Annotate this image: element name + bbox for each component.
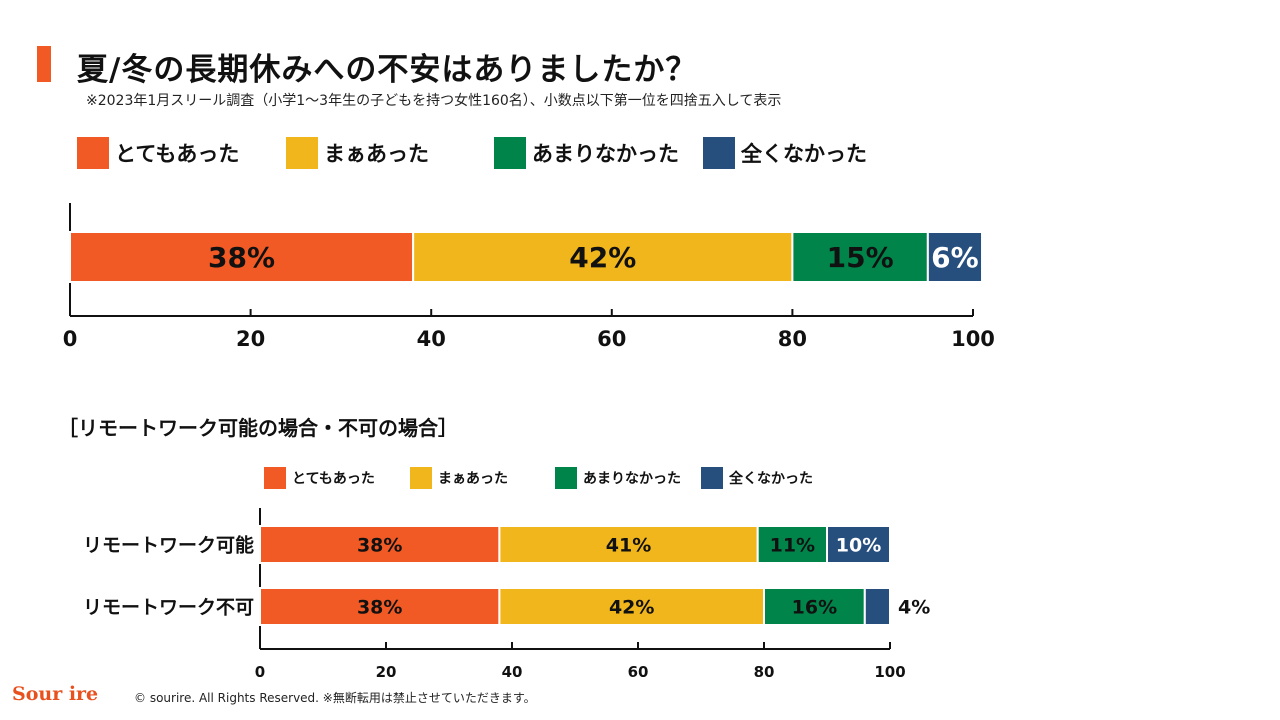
x-tick-label: 60: [628, 663, 649, 681]
legend-label: まぁあった: [438, 471, 508, 487]
survey-note: ※2023年1月スリール調査（小学1〜3年生の子どもを持つ女性160名）、小数点…: [86, 93, 782, 109]
data-label: 16%: [792, 597, 837, 619]
bar-segment: [259, 587, 501, 626]
legend-swatch: [703, 137, 735, 169]
data-label: 38%: [357, 535, 402, 557]
legend-label: とてもあった: [292, 471, 375, 487]
data-label: 11%: [770, 535, 815, 557]
legend-swatch: [286, 137, 318, 169]
data-label: 4%: [898, 597, 930, 619]
legend-swatch: [555, 467, 577, 489]
legend-swatch: [494, 137, 526, 169]
x-tick-label: 100: [874, 663, 905, 681]
data-label: 6%: [931, 241, 979, 274]
data-label: 38%: [208, 241, 275, 274]
bar-segment: [498, 587, 765, 626]
legend-label: とてもあった: [115, 142, 240, 166]
bar-segment: [756, 525, 829, 564]
data-label: 41%: [606, 535, 651, 557]
legend-item-none: 全くなかった: [703, 137, 867, 169]
legend-swatch: [410, 467, 432, 489]
legend-item-very: とてもあった: [77, 137, 239, 169]
legend-label: 全くなかった: [729, 471, 813, 487]
bar-segment: [863, 587, 891, 626]
legend-label: まぁあった: [324, 142, 429, 166]
category-label: リモートワーク不可: [83, 597, 254, 619]
data-label: 42%: [569, 241, 636, 274]
legend-item-very: とてもあった: [264, 467, 375, 489]
legend-label: あまりなかった: [532, 142, 679, 166]
legend-item-not-much: あまりなかった: [494, 137, 679, 169]
legend-swatch: [701, 467, 723, 489]
legend-item-none: 全くなかった: [701, 467, 813, 489]
legend-swatch: [77, 137, 109, 169]
legend-item-somewhat: まぁあった: [286, 137, 429, 169]
legend-label: 全くなかった: [741, 142, 867, 166]
x-tick-label: 0: [63, 327, 78, 351]
x-tick-label: 60: [597, 327, 626, 351]
data-label: 15%: [827, 241, 894, 274]
legend-label: あまりなかった: [583, 471, 681, 487]
data-label: 42%: [609, 597, 654, 619]
data-label: 10%: [836, 535, 881, 557]
x-tick-label: 80: [778, 327, 807, 351]
category-label: リモートワーク可能: [83, 534, 254, 557]
section-subtitle: ［リモートワーク可能の場合・不可の場合］: [58, 416, 458, 440]
title-accent-bar: [37, 46, 51, 82]
x-tick-label: 40: [502, 663, 523, 681]
legend-item-not-much: あまりなかった: [555, 467, 681, 489]
x-tick-label: 20: [376, 663, 397, 681]
copyright-text: © sourire. All Rights Reserved. ※無断転用は禁止…: [134, 691, 536, 705]
bar-segment: [826, 525, 891, 564]
x-tick-label: 20: [236, 327, 265, 351]
bar-segment: [498, 525, 759, 564]
x-tick-label: 40: [417, 327, 446, 351]
bar-segment: [791, 231, 929, 283]
bar-segment: [926, 231, 984, 283]
x-tick-label: 80: [754, 663, 775, 681]
page-title: 夏/冬の長期休みへの不安はありましたか？: [77, 52, 698, 88]
x-tick-label: 100: [951, 327, 995, 351]
data-label: 38%: [357, 597, 402, 619]
legend-item-somewhat: まぁあった: [410, 467, 508, 489]
x-tick-label: 0: [255, 663, 265, 681]
bar-segment: [412, 231, 794, 283]
legend-swatch: [264, 467, 286, 489]
sourire-logo: Sour ire: [12, 683, 99, 705]
